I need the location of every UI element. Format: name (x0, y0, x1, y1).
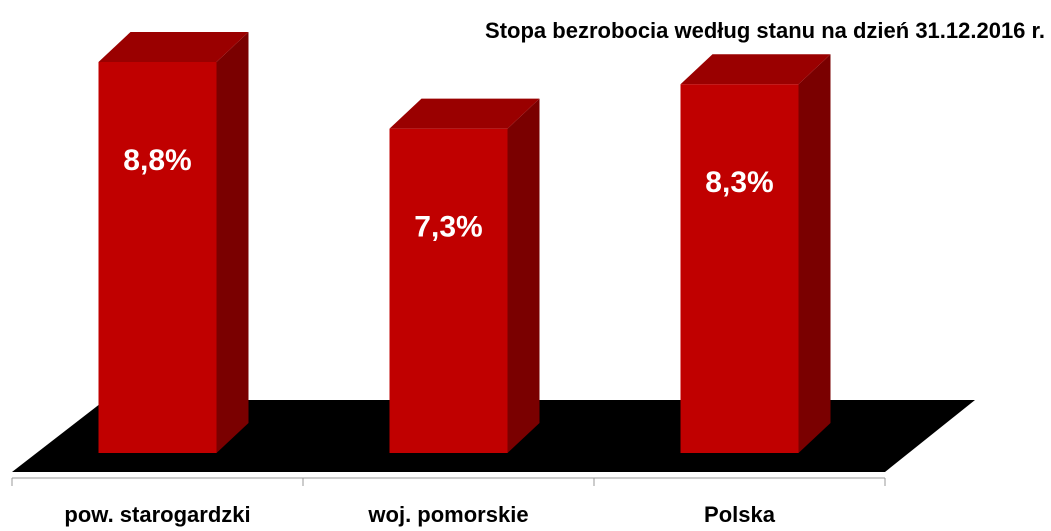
data-label: 7,3% (414, 211, 482, 244)
bar-side (507, 98, 540, 453)
bar (680, 84, 799, 453)
bar-top (389, 98, 540, 129)
chart-title: Stopa bezrobocia według stanu na dzień 3… (485, 18, 1045, 43)
bar-side (216, 32, 249, 453)
data-label: 8,3% (705, 166, 773, 199)
x-tick-label: woj. pomorskie (367, 502, 528, 527)
bar-top (680, 54, 831, 85)
bar-side (798, 54, 831, 453)
bar (98, 62, 217, 453)
data-label: 8,8% (123, 144, 191, 177)
bar (389, 128, 508, 454)
x-tick-label: pow. starogardzki (64, 502, 250, 527)
bar-top (98, 32, 249, 62)
x-tick-label: Polska (704, 502, 776, 527)
